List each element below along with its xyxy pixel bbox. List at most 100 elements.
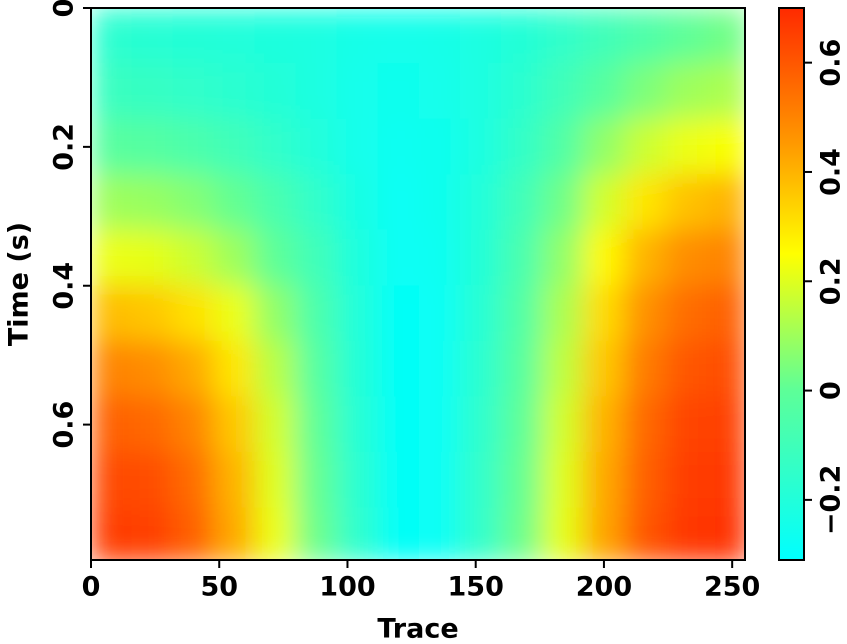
colorbar-tick-label: 0.4 bbox=[816, 148, 847, 196]
heat-cell bbox=[459, 118, 502, 176]
heat-cell bbox=[172, 285, 215, 342]
colorbar-tick-label: −0.2 bbox=[816, 465, 847, 535]
heat-cell bbox=[664, 285, 708, 342]
heat-cell bbox=[706, 451, 745, 509]
heat-cell bbox=[295, 340, 338, 398]
heat-cell bbox=[91, 63, 133, 120]
heat-cell bbox=[213, 174, 256, 231]
heat-cell bbox=[418, 451, 461, 509]
x-tick-label: 150 bbox=[448, 572, 504, 603]
heat-cell bbox=[213, 118, 256, 176]
heat-cell bbox=[131, 396, 174, 453]
heat-cell bbox=[131, 8, 174, 65]
heat-cell bbox=[541, 507, 584, 560]
heat-cell bbox=[295, 285, 338, 342]
heat-cell bbox=[377, 174, 420, 231]
heat-cell bbox=[377, 8, 420, 65]
heat-cell bbox=[295, 63, 338, 120]
heat-cell bbox=[91, 507, 133, 560]
heat-cell bbox=[500, 396, 543, 453]
heat-cell bbox=[459, 229, 502, 287]
heat-cell bbox=[336, 396, 379, 453]
heat-cell bbox=[459, 340, 502, 398]
heat-cell bbox=[500, 174, 543, 231]
heat-cell bbox=[582, 507, 625, 560]
heat-cell bbox=[295, 507, 338, 560]
heat-cell bbox=[500, 340, 543, 398]
x-tick-label: 250 bbox=[704, 572, 760, 603]
heat-cell bbox=[172, 8, 215, 65]
heat-cell bbox=[172, 396, 215, 453]
heat-cell bbox=[582, 340, 625, 398]
heat-cell bbox=[91, 396, 133, 453]
heat-cell bbox=[664, 118, 708, 176]
heat-cell bbox=[336, 285, 379, 342]
heat-cell bbox=[377, 340, 420, 398]
heat-cell bbox=[131, 229, 174, 287]
heat-cell bbox=[500, 507, 543, 560]
heat-cell bbox=[664, 396, 708, 453]
heat-cell bbox=[706, 396, 745, 453]
heat-cell bbox=[91, 8, 133, 65]
plot-frame bbox=[90, 7, 746, 561]
y-tick-label: 0 bbox=[49, 0, 80, 17]
heat-cell bbox=[377, 63, 420, 120]
heat-cell bbox=[623, 285, 666, 342]
y-axis-label: Time (s) bbox=[4, 222, 35, 346]
heat-cell bbox=[131, 451, 174, 509]
heat-cell bbox=[418, 507, 461, 560]
heat-cell bbox=[254, 451, 297, 509]
heat-cell bbox=[541, 174, 584, 231]
heat-cell bbox=[336, 118, 379, 176]
x-tick-label: 0 bbox=[82, 572, 101, 603]
heat-cell bbox=[623, 396, 666, 453]
heat-cell bbox=[706, 229, 745, 287]
heat-cell bbox=[172, 340, 215, 398]
heat-cell bbox=[500, 285, 543, 342]
heat-cell bbox=[459, 507, 502, 560]
heat-cell bbox=[213, 396, 256, 453]
heat-cell bbox=[336, 63, 379, 120]
heat-cell bbox=[459, 8, 502, 65]
heat-cell bbox=[377, 451, 420, 509]
heat-cell bbox=[706, 63, 745, 120]
heat-cell bbox=[172, 451, 215, 509]
heat-cell bbox=[336, 507, 379, 560]
heatmap-cells bbox=[91, 8, 745, 560]
heat-cell bbox=[623, 118, 666, 176]
heat-cell bbox=[706, 174, 745, 231]
heat-cell bbox=[131, 340, 174, 398]
heat-cell bbox=[172, 118, 215, 176]
heat-cell bbox=[418, 63, 461, 120]
colorbar-tick-label: 0 bbox=[816, 381, 847, 400]
heat-cell bbox=[254, 396, 297, 453]
heat-cell bbox=[377, 396, 420, 453]
heat-cell bbox=[377, 118, 420, 176]
heat-cell bbox=[623, 63, 666, 120]
heat-cell bbox=[418, 8, 461, 65]
heat-cell bbox=[664, 340, 708, 398]
heat-cell bbox=[623, 451, 666, 509]
heat-cell bbox=[336, 451, 379, 509]
heatmap-area bbox=[91, 8, 745, 560]
x-axis-label: Trace bbox=[377, 614, 458, 644]
heat-cell bbox=[377, 507, 420, 560]
heat-cell bbox=[582, 451, 625, 509]
heat-cell bbox=[418, 118, 461, 176]
heat-cell bbox=[500, 8, 543, 65]
heat-cell bbox=[541, 229, 584, 287]
heat-cell bbox=[623, 174, 666, 231]
heat-cell bbox=[213, 63, 256, 120]
heat-cell bbox=[582, 396, 625, 453]
heat-cell bbox=[91, 174, 133, 231]
heat-cell bbox=[336, 229, 379, 287]
heat-cell bbox=[664, 174, 708, 231]
heat-cell bbox=[623, 229, 666, 287]
heat-cell bbox=[418, 340, 461, 398]
x-tick-label: 50 bbox=[200, 572, 238, 603]
heat-cell bbox=[131, 507, 174, 560]
heat-cell bbox=[664, 63, 708, 120]
heat-cell bbox=[172, 174, 215, 231]
heat-cell bbox=[172, 507, 215, 560]
heat-cell bbox=[500, 229, 543, 287]
